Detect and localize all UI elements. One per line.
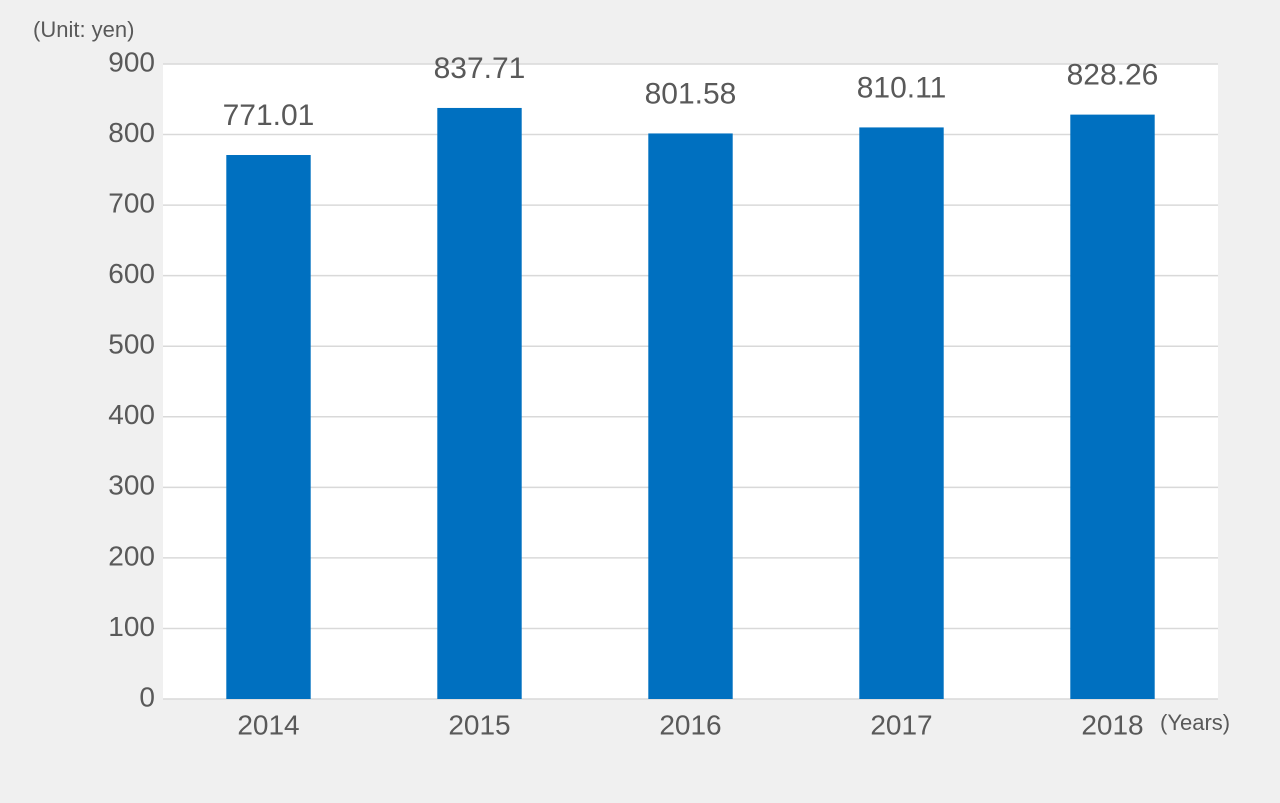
value-label: 801.58 xyxy=(645,77,737,110)
value-label: 837.71 xyxy=(434,52,526,85)
bar xyxy=(859,127,944,700)
value-label: 771.01 xyxy=(223,99,315,132)
y-tick-label: 100 xyxy=(108,611,155,642)
y-tick-label: 0 xyxy=(139,681,155,712)
y-tick-label: 300 xyxy=(108,470,155,501)
x-tick-label: 2016 xyxy=(659,709,721,740)
value-label: 828.26 xyxy=(1067,59,1159,92)
x-tick-label: 2015 xyxy=(448,709,510,740)
y-axis-label: (Unit: yen) xyxy=(33,17,134,42)
y-tick-label: 600 xyxy=(108,258,155,289)
y-tick-label: 700 xyxy=(108,188,155,219)
y-tick-label: 900 xyxy=(108,46,155,77)
x-tick-label: 2018 xyxy=(1081,709,1143,740)
bar xyxy=(226,155,311,699)
bar xyxy=(437,107,522,700)
x-tick-label: 2014 xyxy=(237,709,299,740)
x-tick-label: 2017 xyxy=(870,709,932,740)
y-tick-label: 400 xyxy=(108,399,155,430)
y-tick-label: 500 xyxy=(108,329,155,360)
bar xyxy=(648,133,733,699)
bar xyxy=(1070,114,1155,699)
value-label: 810.11 xyxy=(857,71,947,104)
y-tick-label: 800 xyxy=(108,117,155,148)
y-tick-label: 200 xyxy=(108,540,155,571)
x-axis-label: (Years) xyxy=(1160,710,1230,735)
